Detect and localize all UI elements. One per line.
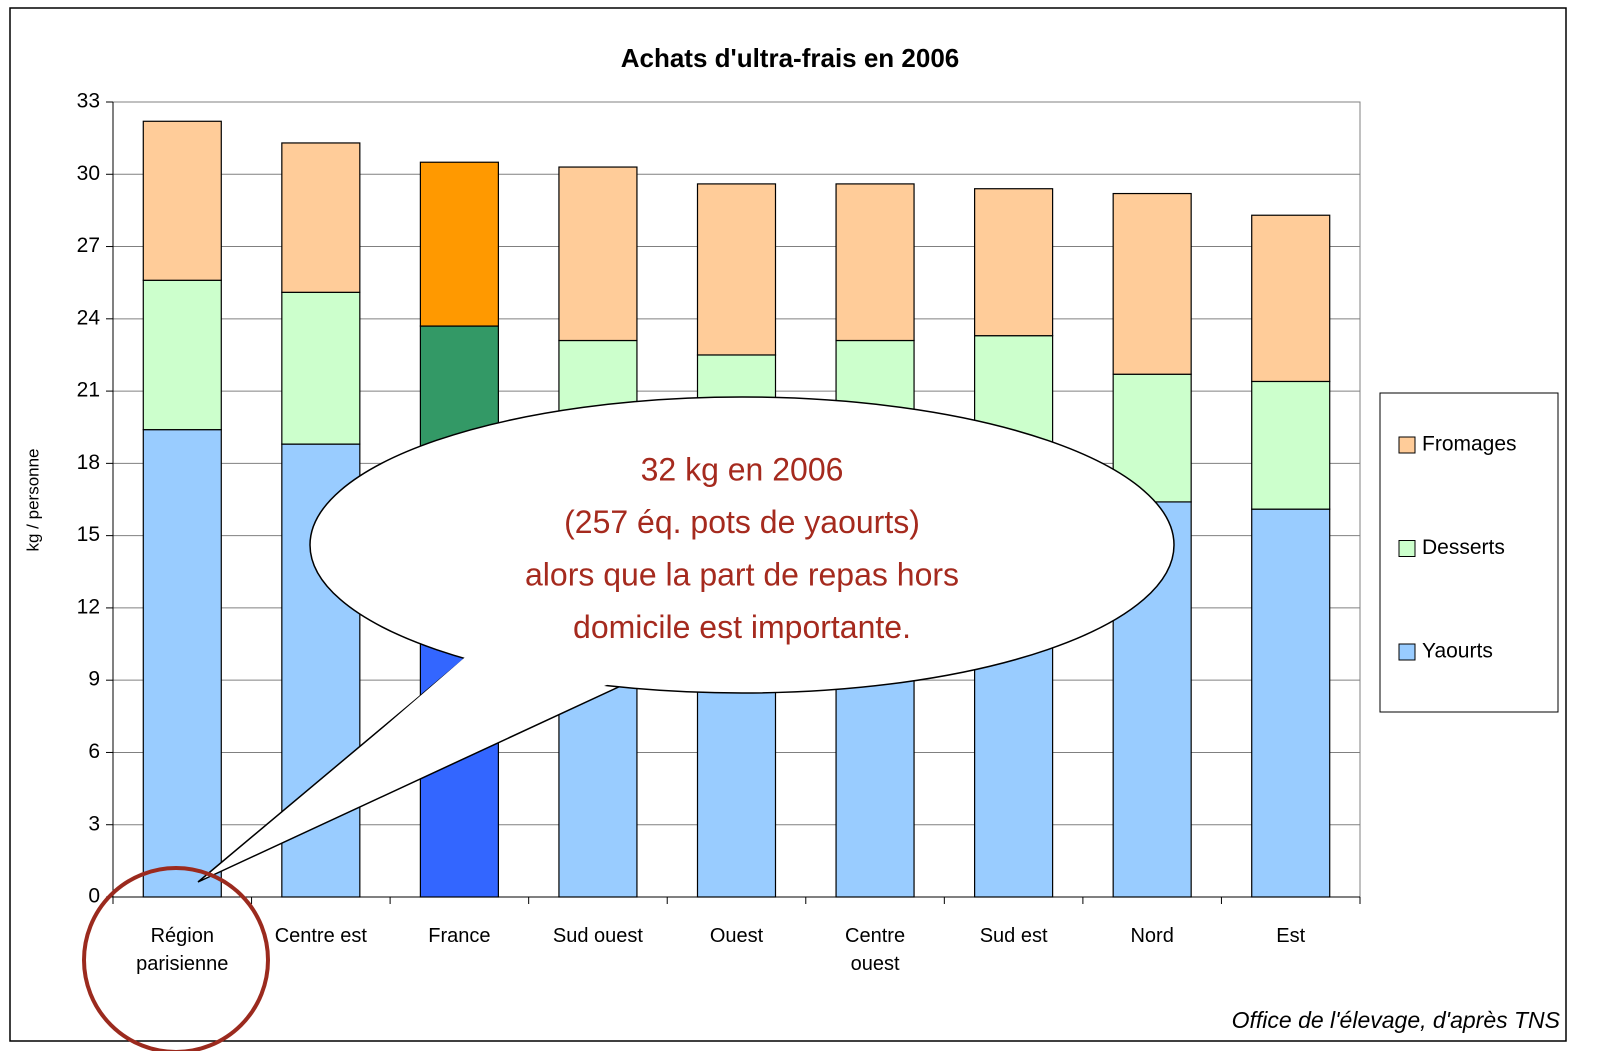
legend-label: Yaourts: [1422, 640, 1493, 663]
y-tick-label: 15: [77, 523, 100, 546]
bar-segment: [281, 291, 361, 445]
y-tick-label: 21: [77, 379, 100, 402]
bubble-tail-cover: [300, 646, 620, 800]
y-tick-label: 0: [88, 885, 100, 908]
x-tick-label: Nord: [1130, 925, 1174, 947]
x-tick-label: Ouest: [709, 925, 764, 947]
bar-segment: [419, 161, 499, 327]
source-note: Office de l'élevage, d'après TNS: [1232, 1007, 1561, 1033]
x-tick-label: Région parisienne: [136, 925, 229, 975]
bar-segment: [696, 183, 777, 356]
x-tick-label: Centre est: [274, 925, 367, 947]
x-tick-label: Centre ouest: [845, 925, 906, 975]
y-tick-label: 9: [88, 668, 100, 691]
annotation-line: (257 éq. pots de yaourts): [564, 504, 920, 540]
bar-segment: [974, 188, 1054, 337]
y-tick-label: 6: [88, 740, 100, 763]
x-tick-label: Sud ouest: [552, 925, 643, 947]
bar-segment: [281, 142, 361, 293]
bar-segment: [558, 166, 638, 342]
legend: Fromages Desserts Yaourts: [1379, 392, 1559, 713]
legend-swatch: [1398, 540, 1416, 557]
y-tick-label: 27: [77, 234, 100, 257]
bar-segment: [1251, 508, 1331, 898]
bar-segment: [1112, 192, 1192, 375]
y-tick-label: 3: [88, 812, 100, 835]
legend-label: Fromages: [1422, 433, 1517, 456]
x-tick-label: France: [428, 925, 491, 947]
y-tick-label: 12: [77, 595, 100, 618]
bar-segment: [142, 279, 222, 431]
y-tick-label: 33: [77, 90, 100, 113]
x-tick-label: Est: [1276, 925, 1306, 947]
legend-swatch: [1398, 436, 1416, 454]
y-tick-label: 30: [77, 162, 100, 185]
y-axis-label: kg / personne: [23, 448, 42, 551]
bar-segment: [835, 183, 915, 342]
bar-segment: [1251, 214, 1331, 383]
y-tick-label: 18: [77, 451, 100, 474]
annotation-line: domicile est importante.: [573, 609, 911, 645]
bar-segment: [142, 429, 222, 898]
chart-title: Achats d'ultra-frais en 2006: [621, 43, 960, 73]
annotation-line: alors que la part de repas hors: [525, 556, 959, 592]
bubble: [309, 396, 1175, 694]
bar-segment: [142, 120, 222, 281]
bar-segment: [1251, 380, 1331, 510]
legend-label: Desserts: [1422, 536, 1505, 559]
annotation-line: 32 kg en 2006: [641, 451, 844, 487]
x-tick-label: Sud est: [979, 925, 1048, 947]
highlight-circle: [82, 866, 270, 1051]
y-tick-label: 24: [77, 306, 101, 329]
legend-swatch: [1398, 643, 1416, 661]
